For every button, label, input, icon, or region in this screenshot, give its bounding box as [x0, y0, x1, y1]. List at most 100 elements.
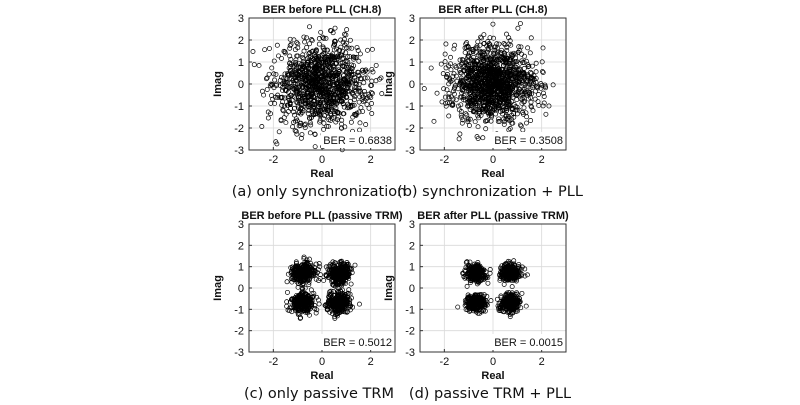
data-point: [340, 39, 346, 45]
data-point: [271, 85, 277, 91]
data-point: [288, 56, 294, 62]
data-point: [264, 87, 270, 92]
data-point: [256, 62, 262, 68]
data-point: [310, 72, 315, 78]
x-tick-label: 0: [490, 356, 496, 368]
data-point: [331, 47, 337, 53]
data-point: [361, 80, 367, 86]
data-point: [299, 66, 305, 72]
data-point: [293, 57, 299, 63]
data-point: [353, 80, 359, 86]
data-point: [303, 95, 309, 101]
data-point: [528, 99, 534, 105]
data-point: [333, 73, 339, 79]
data-point: [344, 45, 349, 51]
data-point: [288, 92, 294, 98]
data-point: [331, 67, 337, 73]
data-point: [332, 38, 338, 44]
ber-annotation: BER = 0.5012: [323, 337, 392, 349]
data-point: [517, 21, 523, 26]
data-point: [462, 50, 468, 55]
data-point: [358, 105, 364, 111]
data-point: [360, 108, 366, 114]
data-point: [323, 86, 329, 92]
data-point: [340, 56, 345, 62]
data-point: [289, 76, 295, 81]
data-point: [276, 53, 281, 59]
x-tick-label: 0: [319, 356, 325, 368]
data-point: [495, 118, 501, 124]
data-point: [296, 91, 302, 97]
chart-title: BER after PLL (passive TRM): [417, 210, 569, 222]
data-point: [281, 48, 287, 54]
data-point: [351, 87, 357, 93]
y-tick-label: 3: [409, 13, 415, 25]
data-point: [319, 52, 325, 58]
data-point: [357, 94, 363, 100]
data-point: [291, 109, 297, 115]
data-point: [307, 24, 312, 30]
data-point: [524, 120, 529, 126]
data-point: [301, 34, 307, 40]
data-point: [292, 62, 298, 68]
data-point: [295, 88, 301, 94]
data-point: [259, 124, 265, 129]
data-point: [347, 67, 353, 73]
y-tick-label: -2: [405, 123, 415, 135]
scatter-points: [250, 24, 385, 153]
data-point: [283, 120, 289, 126]
y-tick-label: 2: [409, 240, 415, 252]
data-point: [357, 51, 363, 57]
data-point: [288, 41, 294, 47]
data-point: [349, 80, 355, 86]
data-point: [343, 40, 349, 46]
data-point: [300, 66, 306, 72]
data-point: [344, 27, 350, 33]
data-point: [345, 54, 351, 60]
data-point: [341, 36, 347, 42]
data-point: [274, 42, 280, 48]
data-point: [342, 31, 347, 37]
data-point: [302, 92, 308, 98]
x-axis-label: Real: [481, 168, 504, 180]
x-tick-label: 2: [539, 154, 545, 166]
data-point: [521, 105, 527, 111]
data-point: [365, 47, 370, 53]
data-point: [287, 36, 293, 42]
data-point: [309, 37, 315, 43]
data-point: [316, 67, 322, 73]
data-point: [259, 88, 265, 94]
data-point: [298, 135, 304, 141]
data-point: [311, 94, 317, 100]
data-point: [354, 54, 360, 60]
data-point: [282, 81, 288, 87]
data-point: [319, 70, 325, 76]
data-point: [316, 56, 321, 62]
data-point: [277, 95, 283, 100]
data-point: [320, 94, 326, 100]
data-point: [481, 32, 487, 38]
data-point: [280, 87, 286, 93]
data-point: [340, 81, 346, 87]
y-tick-label: 1: [238, 57, 244, 69]
data-point: [342, 76, 348, 82]
x-axis-label: Real: [310, 168, 333, 180]
data-point: [278, 118, 284, 124]
data-point: [451, 46, 457, 52]
data-point: [316, 41, 322, 47]
data-point: [339, 125, 344, 131]
data-point: [355, 69, 361, 75]
y-tick-label: -3: [234, 347, 244, 359]
data-point: [320, 34, 326, 40]
data-point: [293, 85, 299, 91]
data-point: [362, 75, 368, 81]
x-tick-label: -2: [439, 356, 449, 368]
data-point: [292, 47, 298, 53]
data-point: [357, 120, 363, 126]
y-tick-label: 1: [409, 262, 415, 274]
data-point: [328, 112, 334, 118]
data-point: [318, 86, 324, 92]
data-point: [356, 89, 362, 95]
data-point: [292, 112, 297, 118]
